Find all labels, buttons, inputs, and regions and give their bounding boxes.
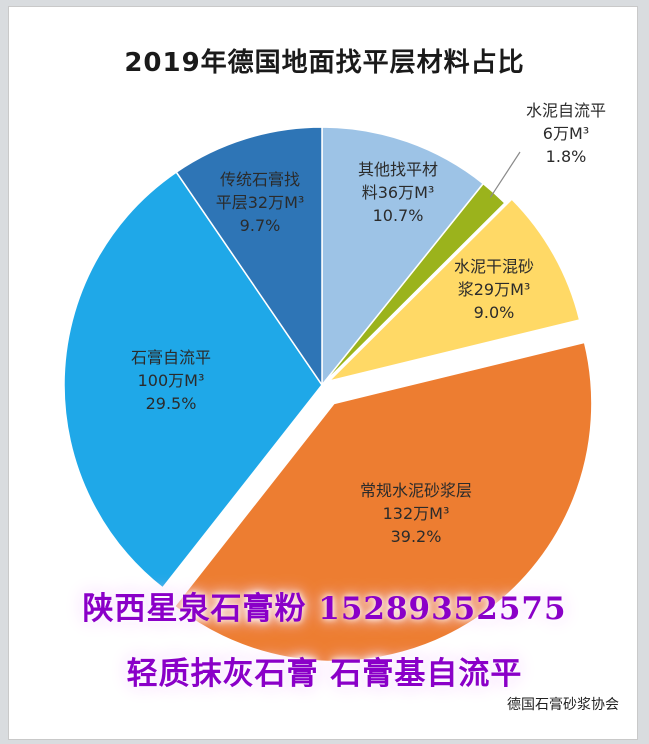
slice-label-conventional-cement-mortar: 常规水泥砂浆层 132万M³ 39.2% — [360, 481, 472, 546]
promo-line-2: 轻质抹灰石膏 石膏基自流平 — [126, 656, 523, 692]
pie-slice-cement-dry-mortar — [326, 198, 581, 383]
promo-line-1: 陕西星泉石膏粉 15289352575 — [82, 591, 567, 627]
pie-slice-conventional-cement-mortar — [173, 341, 593, 663]
slice-label-cement-self-leveling: 水泥自流平 6万M³ 1.8% — [526, 101, 606, 166]
slice-label-cement-dry-mortar: 水泥干混砂浆29万M³ 9.0% — [454, 257, 534, 322]
source-note: 德国石膏砂浆协会 — [507, 697, 619, 713]
slice-label-other: 其他找平材料36万M³ 10.7% — [358, 160, 438, 225]
slice-label-gypsum-self-leveling: 石膏自流平 100万M³ 29.5% — [131, 348, 211, 413]
pie-slice-cement-self-leveling — [321, 182, 506, 386]
chart-title: 2019年德国地面找平层材料占比 — [124, 48, 525, 78]
pie-slice-other — [321, 126, 485, 388]
slice-label-traditional-gypsum: 传统石膏找平层32万M³ 9.7% — [216, 170, 305, 235]
pie-slice-gypsum-self-leveling — [63, 171, 323, 589]
leader-line — [489, 151, 521, 198]
pie-slice-traditional-gypsum — [175, 126, 323, 388]
